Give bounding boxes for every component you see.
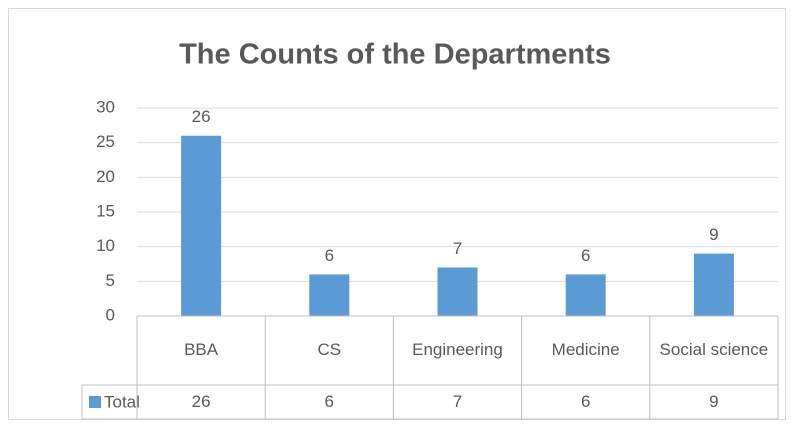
table-value-box: 9 — [709, 391, 719, 411]
y-tick-label: 10 — [96, 236, 115, 255]
data-label: 6 — [325, 246, 334, 265]
table-value: 6 — [580, 391, 591, 411]
table-value-box: 6 — [580, 391, 591, 411]
chart-border — [8, 8, 786, 420]
x-tick-label: Engineering — [412, 340, 503, 360]
y-tick-label: 15 — [96, 201, 115, 220]
table-value-box: 6 — [324, 391, 335, 411]
x-tick-label-box: Medicine — [551, 340, 620, 360]
bar — [565, 274, 606, 316]
table-value: 6 — [324, 391, 335, 411]
table-value-box: 7 — [452, 391, 463, 411]
data-label: 9 — [709, 225, 718, 244]
chart-title: The Counts of the Departments — [179, 39, 611, 71]
table-value-box: 26 — [191, 391, 211, 411]
x-tick-label: Medicine — [551, 340, 620, 360]
bar — [181, 135, 222, 316]
y-tick-label: 0 — [106, 305, 115, 324]
y-tick-label: 5 — [106, 271, 115, 290]
legend-label: Total — [104, 392, 140, 411]
x-tick-label: CS — [317, 340, 342, 360]
bar — [309, 274, 350, 316]
table-value: 9 — [709, 391, 719, 411]
legend-key — [89, 396, 101, 408]
x-tick-label-box: CS — [317, 340, 342, 360]
x-tick-label-box: Social science — [659, 340, 769, 360]
x-tick-label-box: Engineering — [412, 340, 503, 360]
data-label: 26 — [192, 107, 211, 126]
x-tick-label: BBA — [184, 340, 219, 360]
bar — [437, 267, 478, 316]
y-tick-label: 25 — [96, 132, 115, 151]
data-label: 7 — [453, 239, 462, 258]
y-tick-label: 30 — [96, 97, 115, 116]
y-tick-label: 20 — [96, 167, 115, 186]
table-value: 7 — [452, 391, 463, 411]
table-value: 26 — [191, 391, 211, 411]
data-label: 6 — [581, 246, 590, 265]
x-tick-label-box: BBA — [184, 340, 219, 360]
bar — [693, 253, 734, 316]
x-tick-label: Social science — [659, 340, 769, 360]
